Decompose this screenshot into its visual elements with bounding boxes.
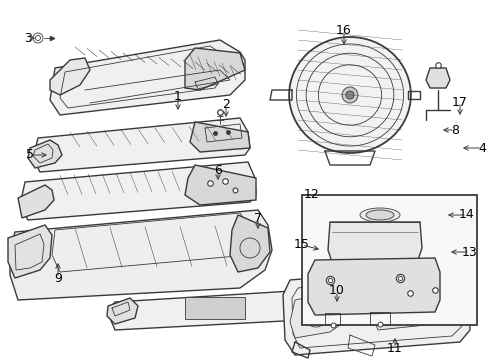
Text: 7: 7 <box>253 211 262 225</box>
Polygon shape <box>50 40 244 115</box>
Circle shape <box>33 33 43 43</box>
Polygon shape <box>184 48 244 90</box>
Text: 6: 6 <box>214 163 222 176</box>
Polygon shape <box>33 118 249 172</box>
Polygon shape <box>10 210 271 300</box>
Polygon shape <box>327 222 421 262</box>
Polygon shape <box>425 68 449 88</box>
Polygon shape <box>184 165 256 205</box>
Text: 13: 13 <box>461 246 477 258</box>
Polygon shape <box>20 162 256 220</box>
Polygon shape <box>110 288 345 330</box>
Text: 2: 2 <box>222 99 229 112</box>
Ellipse shape <box>288 37 410 153</box>
Polygon shape <box>8 225 52 278</box>
Bar <box>302 195 476 325</box>
Polygon shape <box>18 185 54 218</box>
Text: 12: 12 <box>304 189 319 202</box>
Polygon shape <box>107 298 138 324</box>
Polygon shape <box>307 258 439 315</box>
Text: 10: 10 <box>328 284 344 297</box>
Ellipse shape <box>359 208 399 222</box>
Polygon shape <box>369 266 467 330</box>
Text: 1: 1 <box>174 90 182 104</box>
Text: 3: 3 <box>24 31 32 45</box>
Text: 4: 4 <box>477 141 485 154</box>
Polygon shape <box>229 215 269 272</box>
Text: 17: 17 <box>451 95 467 108</box>
Bar <box>184 297 244 319</box>
Ellipse shape <box>365 210 393 220</box>
Polygon shape <box>28 140 62 168</box>
Polygon shape <box>289 292 339 338</box>
Circle shape <box>341 87 357 103</box>
Text: 5: 5 <box>26 148 34 162</box>
Polygon shape <box>283 265 469 355</box>
Circle shape <box>346 91 353 99</box>
Text: 11: 11 <box>386 342 402 355</box>
Text: 16: 16 <box>335 23 351 36</box>
Text: 15: 15 <box>293 238 309 252</box>
Polygon shape <box>190 122 249 152</box>
Text: 8: 8 <box>450 123 458 136</box>
Text: 14: 14 <box>458 208 474 221</box>
Polygon shape <box>50 58 90 95</box>
Text: 9: 9 <box>54 271 62 284</box>
